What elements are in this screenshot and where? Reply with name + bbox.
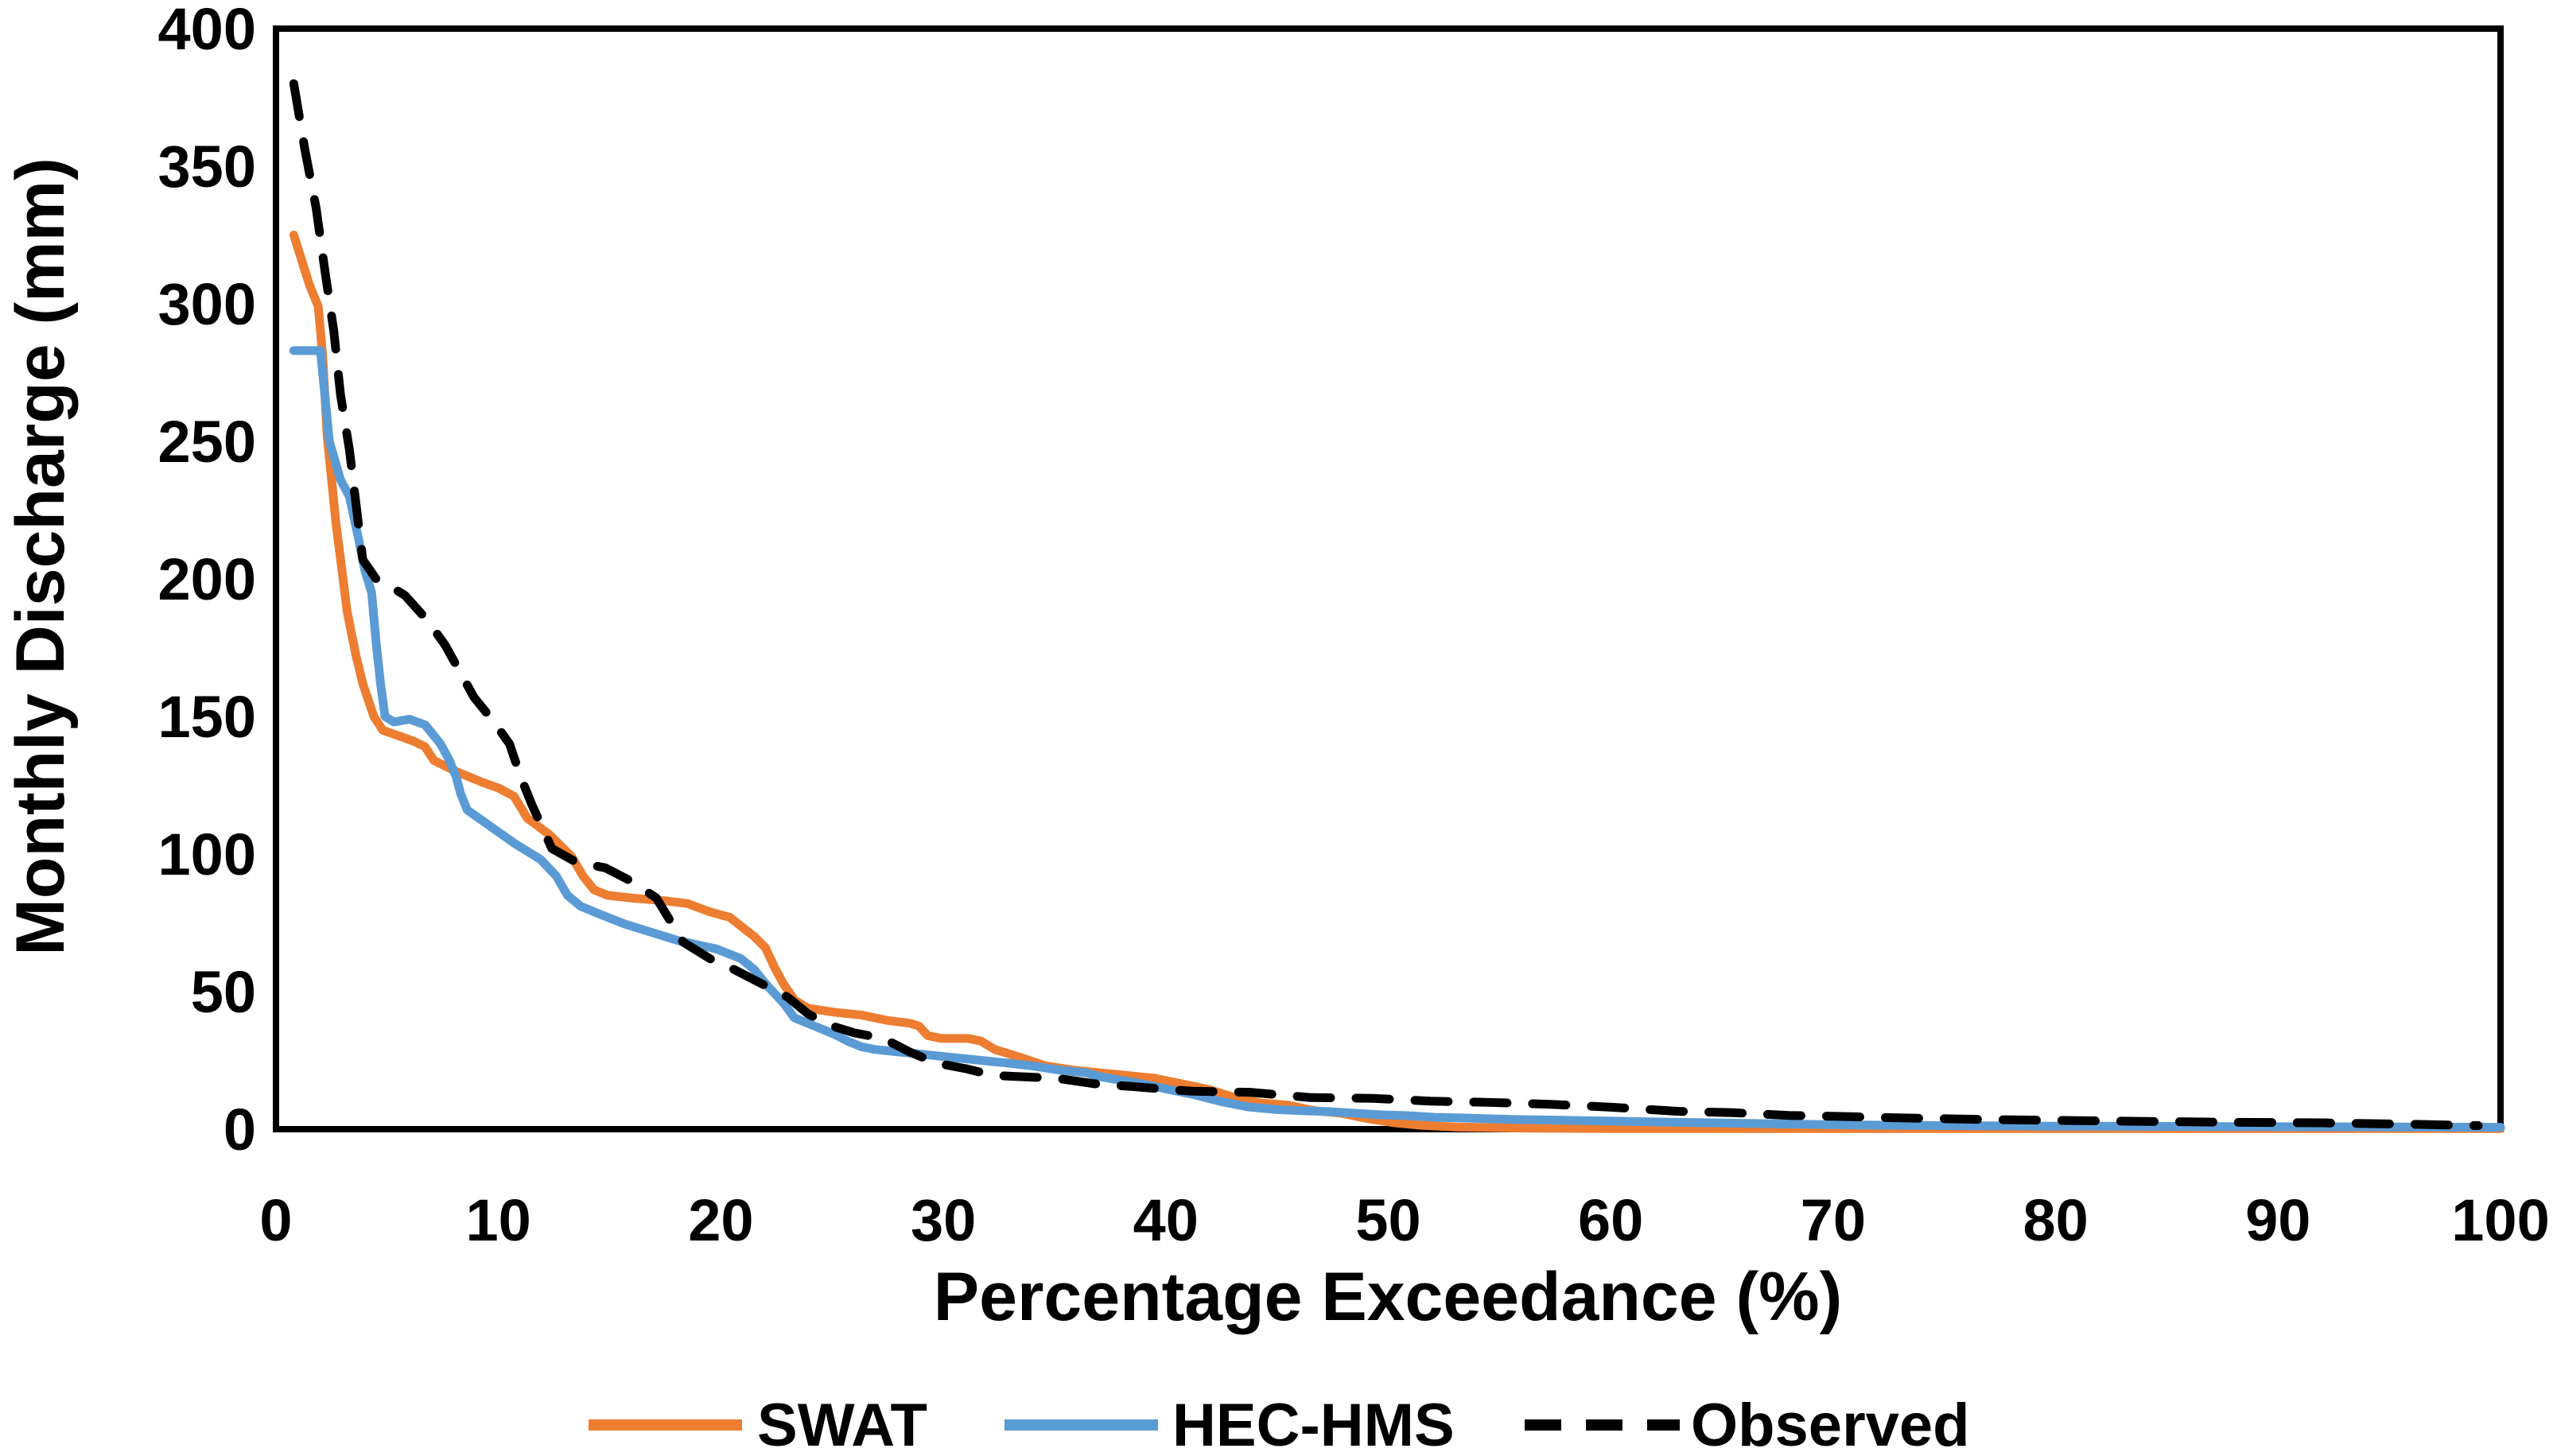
x-axis-title: Percentage Exceedance (%) <box>934 1259 1842 1335</box>
x-tick-label: 70 <box>1801 1187 1866 1253</box>
x-tick-label: 30 <box>911 1187 976 1253</box>
x-tick-label: 10 <box>466 1187 531 1253</box>
x-tick-label: 50 <box>1355 1187 1420 1253</box>
legend-label-hec-hms: HEC-HMS <box>1172 1392 1455 1456</box>
y-tick-label: 250 <box>158 409 256 475</box>
legend-item-swat: SWAT <box>589 1392 927 1456</box>
y-tick-label: 300 <box>158 271 256 337</box>
y-tick-label: 400 <box>158 0 256 62</box>
legend-item-hec-hms: HEC-HMS <box>1005 1392 1455 1456</box>
x-tick-label: 60 <box>1578 1187 1643 1253</box>
x-tick-label: 80 <box>2023 1187 2088 1253</box>
series-line-swat <box>289 231 2505 1133</box>
y-axis-title: Monthly Discharge (mm) <box>2 157 79 955</box>
y-tick-label: 50 <box>191 959 256 1025</box>
x-axis-tick-labels: 0 10 20 30 40 50 60 70 80 90 100 <box>259 1187 2549 1253</box>
x-tick-label: 0 <box>259 1187 292 1253</box>
x-tick-label: 40 <box>1133 1187 1199 1253</box>
y-axis-tick-labels: 0 50 100 150 200 250 300 350 400 <box>158 0 256 1163</box>
y-tick-label: 0 <box>223 1097 256 1163</box>
legend: SWAT HEC-HMS Observed <box>589 1392 1970 1456</box>
y-tick-label: 100 <box>158 821 256 887</box>
y-tick-label: 150 <box>158 684 256 750</box>
series-line-observed <box>289 79 2483 1131</box>
series-line-hec-hms <box>289 346 2505 1132</box>
legend-label-swat: SWAT <box>757 1392 927 1456</box>
y-tick-label: 350 <box>158 134 256 200</box>
legend-label-observed: Observed <box>1691 1392 1970 1456</box>
x-tick-label: 20 <box>688 1187 753 1253</box>
chart-series-group <box>289 79 2505 1133</box>
x-tick-label: 100 <box>2451 1187 2549 1253</box>
plot-area-border <box>273 25 2504 1132</box>
x-tick-label: 90 <box>2245 1187 2310 1253</box>
y-tick-label: 200 <box>158 546 256 612</box>
legend-item-observed: Observed <box>1525 1392 1970 1456</box>
